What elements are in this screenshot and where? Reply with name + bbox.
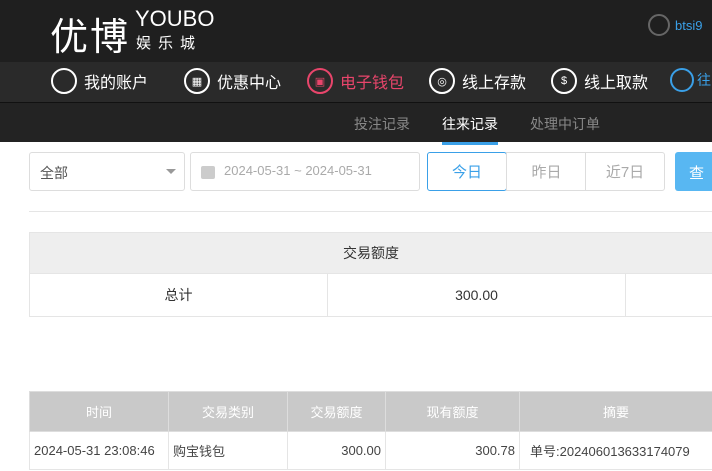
user-icon: [51, 68, 77, 94]
nav-my-account[interactable]: 我的账户: [51, 68, 148, 94]
nav-label: 线上取款: [584, 75, 649, 92]
cell-summary: 单号:202406013633174079: [519, 431, 712, 470]
nav-label: 往: [697, 72, 711, 88]
summary-value: 300.00: [327, 273, 626, 317]
date-range-input[interactable]: 2024-05-31 ~ 2024-05-31: [190, 152, 420, 191]
gift-icon: ▦: [184, 68, 210, 94]
logo: 优博: [50, 17, 131, 59]
tab-pending-orders[interactable]: 处理中订单: [530, 116, 600, 132]
summary-label: 总计: [29, 273, 328, 317]
nav-label: 电子钱包: [340, 75, 405, 92]
username[interactable]: btsi9: [675, 17, 703, 33]
logo-sub: 娱乐城: [136, 35, 203, 52]
col-summary: 摘要: [519, 391, 712, 432]
col-amount: 交易额度: [287, 391, 386, 432]
summary-header: 交易额度: [29, 232, 712, 274]
sub-nav: 投注记录 往来记录 处理中订单: [0, 103, 712, 145]
nav-wallet[interactable]: ▣ 电子钱包: [307, 68, 404, 94]
user-menu[interactable]: btsi9: [648, 14, 702, 36]
tab-bet-records[interactable]: 投注记录: [354, 116, 410, 132]
table-row: 2024-05-31 23:08:46 购宝钱包 300.00 300.78 单…: [29, 431, 712, 470]
cell-time: 2024-05-31 23:08:46: [29, 431, 169, 470]
col-balance: 现有额度: [385, 391, 520, 432]
wallet-icon: ▣: [307, 68, 333, 94]
nav-withdraw[interactable]: $ 线上取款: [551, 68, 648, 94]
summary-table: 交易额度 总计 300.00: [29, 232, 712, 317]
type-value: 全部: [40, 165, 68, 181]
tab-transactions[interactable]: 往来记录: [442, 116, 498, 145]
nav-label: 优惠中心: [217, 75, 282, 92]
last-7-days-button[interactable]: 近7日: [585, 152, 665, 191]
user-icon: [648, 14, 670, 36]
transactions-table: 时间 交易类别 交易额度 现有额度 摘要 2024-05-31 23:08:46…: [29, 391, 712, 470]
col-time: 时间: [29, 391, 169, 432]
record-icon: [670, 68, 694, 92]
main-nav: 我的账户 ▦ 优惠中心 ▣ 电子钱包 ◎ 线上存款 $ 线上取款 往: [0, 62, 712, 103]
cell-type: 购宝钱包: [168, 431, 288, 470]
search-button[interactable]: 查: [675, 152, 712, 191]
col-type: 交易类别: [168, 391, 288, 432]
cell-amount: 300.00: [287, 431, 386, 470]
deposit-icon: ◎: [429, 68, 455, 94]
nav-label: 线上存款: [462, 75, 527, 92]
nav-label: 我的账户: [84, 75, 149, 92]
chevron-down-icon: [166, 169, 176, 179]
yesterday-button[interactable]: 昨日: [506, 152, 586, 191]
nav-promotions[interactable]: ▦ 优惠中心: [184, 68, 281, 94]
today-button[interactable]: 今日: [427, 152, 507, 191]
divider: [29, 211, 712, 212]
nav-records[interactable]: 往: [670, 68, 711, 92]
date-range-value: 2024-05-31 ~ 2024-05-31: [224, 163, 372, 178]
cell-balance: 300.78: [385, 431, 520, 470]
logo-en: YOUBO: [135, 6, 215, 31]
top-bar: 优博 YOUBO 娱乐城 btsi9: [0, 0, 712, 62]
nav-deposit[interactable]: ◎ 线上存款: [429, 68, 526, 94]
calendar-icon: [201, 166, 215, 179]
withdraw-icon: $: [551, 68, 577, 94]
type-select[interactable]: 全部: [29, 152, 185, 191]
